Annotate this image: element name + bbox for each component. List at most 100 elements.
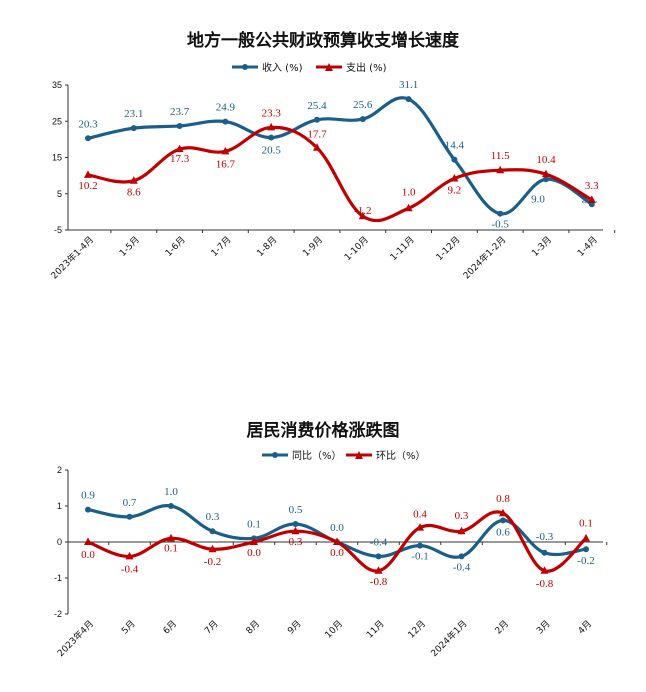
data-label: 1.0	[164, 486, 178, 498]
legend-item-2: 支出 (%)	[316, 61, 387, 74]
data-label: 16.7	[216, 158, 236, 170]
data-point	[314, 116, 320, 123]
legend-marker	[355, 451, 363, 459]
data-point	[582, 533, 590, 542]
y-tick-label: 5	[57, 189, 62, 199]
data-point	[84, 537, 92, 545]
data-point	[417, 542, 423, 549]
data-point	[129, 176, 138, 184]
data-label: 0.4	[413, 509, 427, 521]
x-tick-label: 2024年1月	[428, 618, 469, 659]
data-label: 23.3	[262, 107, 282, 119]
data-label: 3.3	[585, 180, 599, 192]
data-label: 17.3	[170, 153, 190, 165]
data-label: 0.3	[206, 511, 220, 523]
data-point	[176, 122, 183, 129]
data-label: -0.3	[536, 531, 554, 543]
data-label: 0.1	[164, 542, 178, 554]
data-point	[291, 526, 300, 535]
y-tick-label: -2	[54, 609, 62, 619]
data-label: -0.4	[121, 563, 139, 575]
data-point	[359, 116, 366, 123]
x-tick-label: 1-8月	[255, 234, 280, 259]
legend-marker	[325, 63, 333, 71]
series-b: 0.0 -0.4 0.1 -0.2 0.0 0.3 0.0 -0.8 0.4 0.3 0.8 -0.8…	[81, 493, 593, 590]
data-label: 10.4	[536, 154, 556, 166]
legend-item-2: 环比（%）	[346, 450, 426, 462]
chart-title: 地方一般公共财政预算收支增长速度	[187, 30, 460, 51]
data-point	[208, 544, 217, 553]
data-point	[84, 170, 92, 178]
x-tick-label: 11月	[364, 618, 386, 640]
legend-marker	[272, 452, 278, 458]
y-tick-label: -5	[54, 225, 62, 235]
x-tick-label: 1-10月	[342, 234, 371, 263]
data-point	[540, 566, 549, 574]
x-tick-label: 8月	[244, 618, 262, 636]
data-label: 0.3	[455, 510, 469, 522]
data-label: -0.4	[453, 561, 471, 573]
data-label: 0.0	[330, 522, 344, 534]
data-label: 0.1	[579, 517, 593, 529]
data-point	[209, 528, 216, 535]
y-tick-label: 25	[52, 116, 62, 126]
data-label: 0.7	[123, 497, 137, 509]
data-point	[583, 546, 589, 553]
data-label: 31.1	[399, 79, 418, 91]
series-b: 10.2 8.6 17.3 16.7 23.3 17.7 -1.2 1.0 9.2 11.5 10.…	[78, 107, 599, 223]
x-tick-label: 2023年4月	[55, 618, 96, 659]
x-tick-label: 7月	[202, 618, 220, 636]
data-label: -0.2	[577, 555, 594, 567]
data-label: -0.5	[491, 219, 509, 231]
legend-label: 环比（%）	[376, 450, 426, 462]
x-tick-label: 6月	[161, 618, 179, 636]
data-point	[457, 526, 466, 535]
x-tick-label: 4月	[576, 618, 594, 636]
y-tick-label: 1	[57, 501, 62, 511]
data-label: -0.1	[411, 551, 428, 563]
data-label: 11.5	[491, 150, 510, 162]
x-tick-label: 2023年1-4月	[48, 234, 96, 282]
data-label: 14.4	[445, 140, 465, 152]
x-tick-label: 3月	[534, 618, 552, 636]
y-tick-label: 35	[52, 80, 62, 90]
legend: 收入 (%) 支出 (%)	[232, 61, 387, 74]
y-tick-label: 0	[57, 537, 62, 547]
x-tick-label: 12月	[406, 618, 428, 640]
data-label: 25.6	[353, 99, 373, 111]
data-point	[333, 537, 341, 545]
series-a: 20.3 23.1 23.7 24.9 20.5 25.4 25.6 31.1 14.4 -0.5…	[78, 79, 598, 231]
data-point	[404, 203, 413, 212]
y-tick-label: 15	[52, 153, 62, 163]
data-point	[451, 156, 458, 163]
x-tick-label: 1-5月	[117, 234, 142, 259]
data-label: 23.1	[124, 108, 143, 120]
data-point	[250, 537, 258, 545]
data-point	[358, 211, 367, 220]
legend-label: 支出 (%)	[346, 61, 387, 74]
data-point	[125, 551, 134, 560]
series-line	[87, 96, 593, 216]
legend-item-1: 收入 (%)	[232, 61, 303, 74]
data-point	[543, 176, 549, 183]
x-tick-label: 1-12月	[434, 234, 463, 263]
data-label: 9.0	[531, 193, 545, 205]
data-label: 9.2	[448, 185, 462, 197]
data-label: 0.6	[496, 526, 510, 538]
x-tick-label: 2月	[493, 618, 511, 636]
data-point	[587, 195, 596, 203]
legend: 同比（%） 环比（%）	[262, 450, 426, 462]
data-point	[313, 143, 321, 151]
data-label: 0.5	[289, 504, 303, 516]
data-label: 0.9	[81, 490, 95, 502]
data-point	[130, 125, 137, 132]
x-tick-label: 10月	[323, 618, 345, 640]
data-point	[542, 169, 550, 178]
data-label: 20.5	[262, 145, 282, 157]
x-tick-label: 1-3月	[530, 234, 555, 259]
data-point	[405, 96, 412, 103]
data-label: 1.0	[402, 186, 416, 198]
data-point	[167, 533, 175, 542]
